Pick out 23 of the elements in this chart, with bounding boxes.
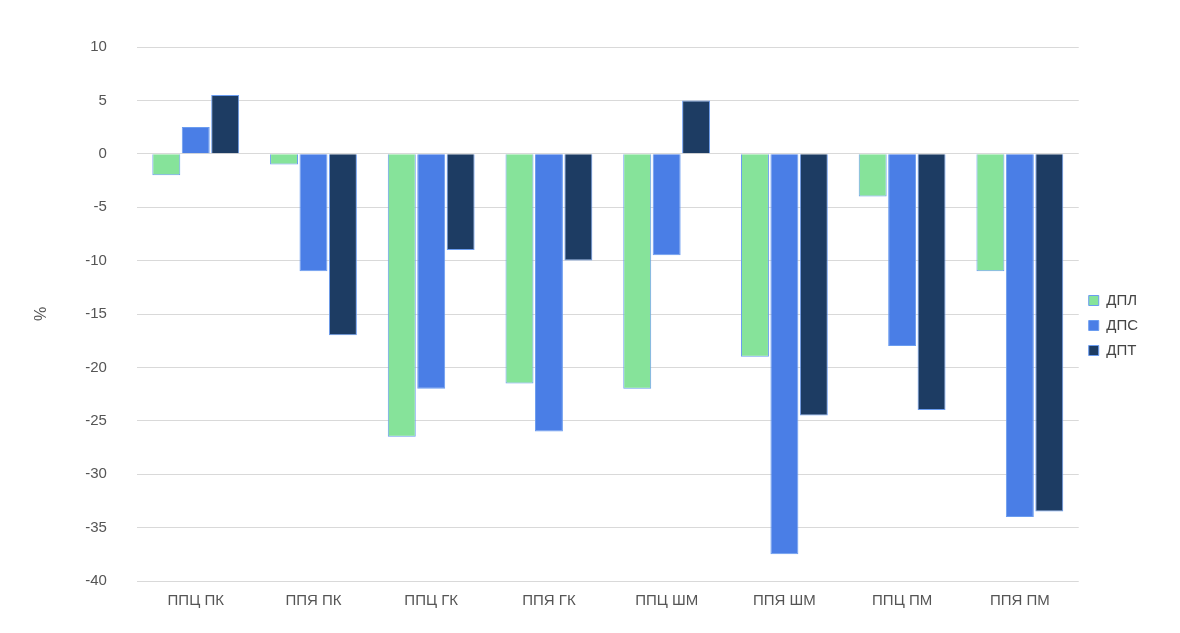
x-tick-label: ППЦ ПК [167, 591, 225, 609]
y-tick-label: -5 [93, 197, 107, 215]
legend-label: ДПТ [1106, 340, 1137, 358]
y-tick-label: -30 [85, 464, 107, 482]
x-tick-label: ППЦ ШМ [635, 591, 699, 609]
legend-label: ДПС [1106, 315, 1139, 333]
y-tick-label: -20 [85, 357, 107, 375]
y-tick-label: 0 [98, 143, 107, 161]
legend-label: ДПЛ [1106, 290, 1138, 308]
y-tick-label: -25 [85, 410, 107, 428]
y-tick-label: 5 [98, 90, 107, 108]
x-tick-label: ППЯ ПМ [989, 591, 1050, 609]
x-tick-label: ППЯ ШМ [752, 591, 816, 609]
y-tick-label: 10 [90, 37, 107, 55]
y-tick-label: -35 [85, 517, 107, 535]
x-tick-label: ППЯ ГК [522, 591, 576, 609]
x-tick-label: ППЦ ГК [404, 591, 459, 609]
y-tick-label: -10 [85, 250, 107, 268]
x-tick-label: ППЦ ПМ [872, 591, 933, 609]
y-tick-label: -15 [85, 304, 107, 322]
x-tick-label: ППЯ ПК [285, 591, 342, 609]
y-tick-label: -40 [85, 571, 107, 589]
y-axis-title: % [32, 306, 50, 322]
